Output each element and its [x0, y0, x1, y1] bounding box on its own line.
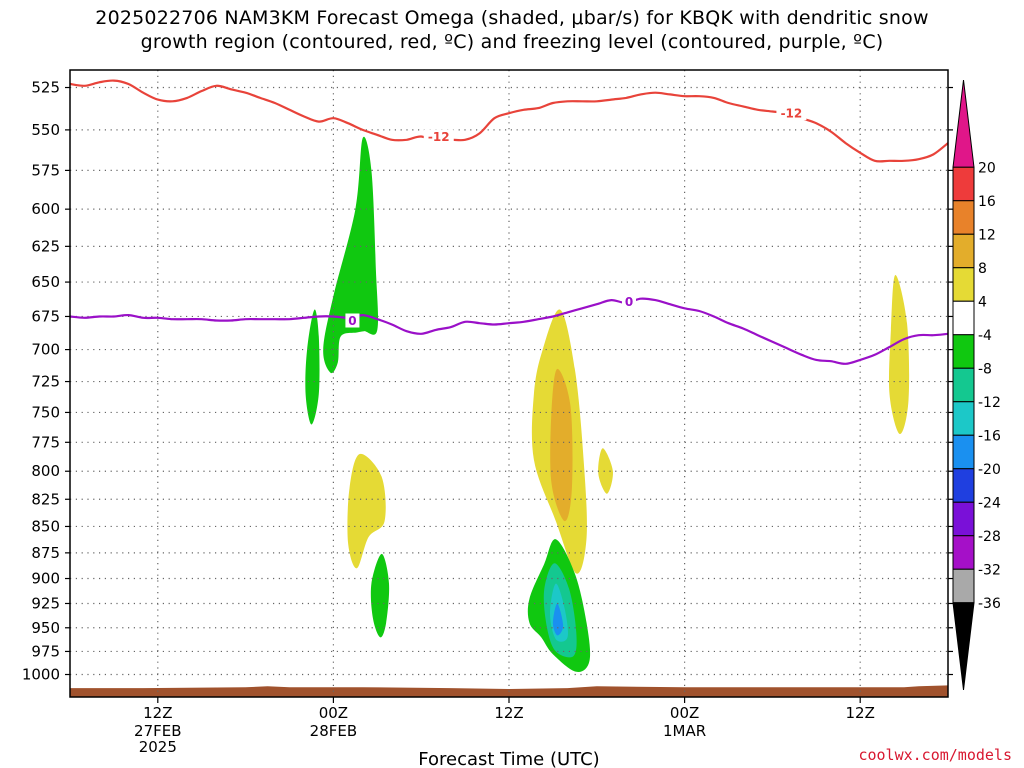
omega-region	[552, 603, 564, 636]
x-axis-label: Forecast Time (UTC)	[418, 749, 599, 768]
colorbar-label: 12	[978, 227, 996, 243]
colorbar-swatch	[952, 568, 975, 604]
contour-line	[69, 79, 949, 163]
y-tick-label: 925	[31, 594, 60, 612]
omega-region	[323, 136, 379, 374]
contour-line	[69, 297, 949, 365]
colorbar-swatch	[952, 166, 975, 202]
contour-label-bg	[423, 129, 454, 144]
omega-region	[598, 448, 613, 494]
y-tick-label: 1000	[22, 666, 60, 684]
colorbar-label: -32	[978, 562, 1001, 578]
colorbar: 20 16 12 8 4 -4 -8 -12 -16 -20 -24 -28 -32 -36	[952, 79, 1001, 691]
colorbar-swatch	[952, 367, 975, 403]
y-tick-label: 600	[31, 200, 60, 218]
y-tick-label: 750	[31, 403, 60, 421]
contour-label: -12	[781, 107, 803, 121]
x-tick-label: 12Z	[494, 704, 523, 722]
y-tick-label: 725	[31, 373, 60, 391]
chart-title: 2025022706 NAM3KM Forecast Omega (shaded…	[0, 6, 1024, 54]
colorbar-swatch	[952, 233, 975, 269]
y-tick-label: 625	[31, 237, 60, 255]
y-tick-label: 550	[31, 121, 60, 139]
credit-text: coolwx.com/models	[858, 746, 1012, 764]
colorbar-label: -16	[978, 428, 1001, 444]
y-tick-label: 825	[31, 490, 60, 508]
grid-lines	[70, 70, 948, 697]
omega-region	[550, 368, 573, 522]
x-tick-label: 00Z	[670, 704, 699, 722]
colorbar-label: -4	[978, 328, 992, 344]
colorbar-label: -8	[978, 361, 992, 377]
y-axis: 525 550 575 600 625 650 675 700 725 750 775 800 825 8…	[22, 79, 953, 684]
y-tick-label: 700	[31, 341, 60, 359]
contour-label-bg	[345, 313, 360, 328]
x-tick-label: 12Z	[143, 704, 172, 722]
colorbar-arrow-top	[952, 79, 975, 168]
contour-label: 0	[348, 314, 356, 328]
colorbar-label: -36	[978, 596, 1001, 612]
x-tick-label: 12Z	[846, 704, 875, 722]
colorbar-swatch	[952, 501, 975, 537]
x-tick-label: 00Z	[319, 704, 348, 722]
y-tick-label: 975	[31, 642, 60, 660]
omega-region	[305, 309, 320, 425]
colorbar-swatch	[952, 434, 975, 470]
colorbar-label: 4	[978, 294, 987, 310]
omega-region	[888, 274, 910, 435]
x-tick-sublabel: 2025	[139, 738, 177, 756]
contour-label-bg	[621, 294, 636, 309]
y-tick-label: 525	[31, 79, 60, 97]
x-tick-sublabel: 27FEB	[134, 722, 181, 740]
y-tick-label: 650	[31, 273, 60, 291]
y-tick-label: 950	[31, 619, 60, 637]
y-tick-label: 875	[31, 544, 60, 562]
omega-shaded-regions	[305, 136, 910, 672]
colorbar-label: -24	[978, 495, 1001, 511]
y-tick-label: 575	[31, 161, 60, 179]
colorbar-label: -12	[978, 395, 1001, 411]
contour-label-bg	[776, 106, 807, 121]
y-tick-label: 850	[31, 517, 60, 535]
chart-title-line-2: growth region (contoured, red, ºC) and f…	[140, 31, 884, 53]
colorbar-swatch	[952, 300, 975, 336]
colorbar-arrow-bottom	[952, 602, 975, 691]
contour-label: 0	[625, 295, 633, 309]
chart-title-line-1: 2025022706 NAM3KM Forecast Omega (shaded…	[95, 7, 929, 29]
y-tick-label: 675	[31, 307, 60, 325]
omega-region	[347, 453, 386, 569]
colorbar-label: -28	[978, 529, 1001, 545]
colorbar-swatch	[952, 468, 975, 503]
colorbar-swatch	[952, 401, 975, 436]
colorbar-swatch	[952, 267, 975, 302]
x-tick-sublabel: 28FEB	[310, 722, 357, 740]
y-tick-label: 800	[31, 462, 60, 480]
y-tick-label: 900	[31, 570, 60, 588]
colorbar-label: 8	[978, 261, 987, 277]
colorbar-swatch	[952, 334, 975, 369]
colorbar-label: -20	[978, 462, 1001, 478]
contour-label: -12	[428, 130, 450, 144]
colorbar-label: 16	[978, 194, 996, 210]
contour-lines: -12 -12 0 0	[69, 79, 949, 365]
colorbar-swatch	[952, 200, 975, 235]
colorbar-swatch	[952, 535, 975, 570]
colorbar-label: 20	[978, 160, 996, 176]
omega-region	[370, 553, 390, 638]
y-tick-label: 775	[31, 433, 60, 451]
x-tick-sublabel: 1MAR	[663, 722, 706, 740]
